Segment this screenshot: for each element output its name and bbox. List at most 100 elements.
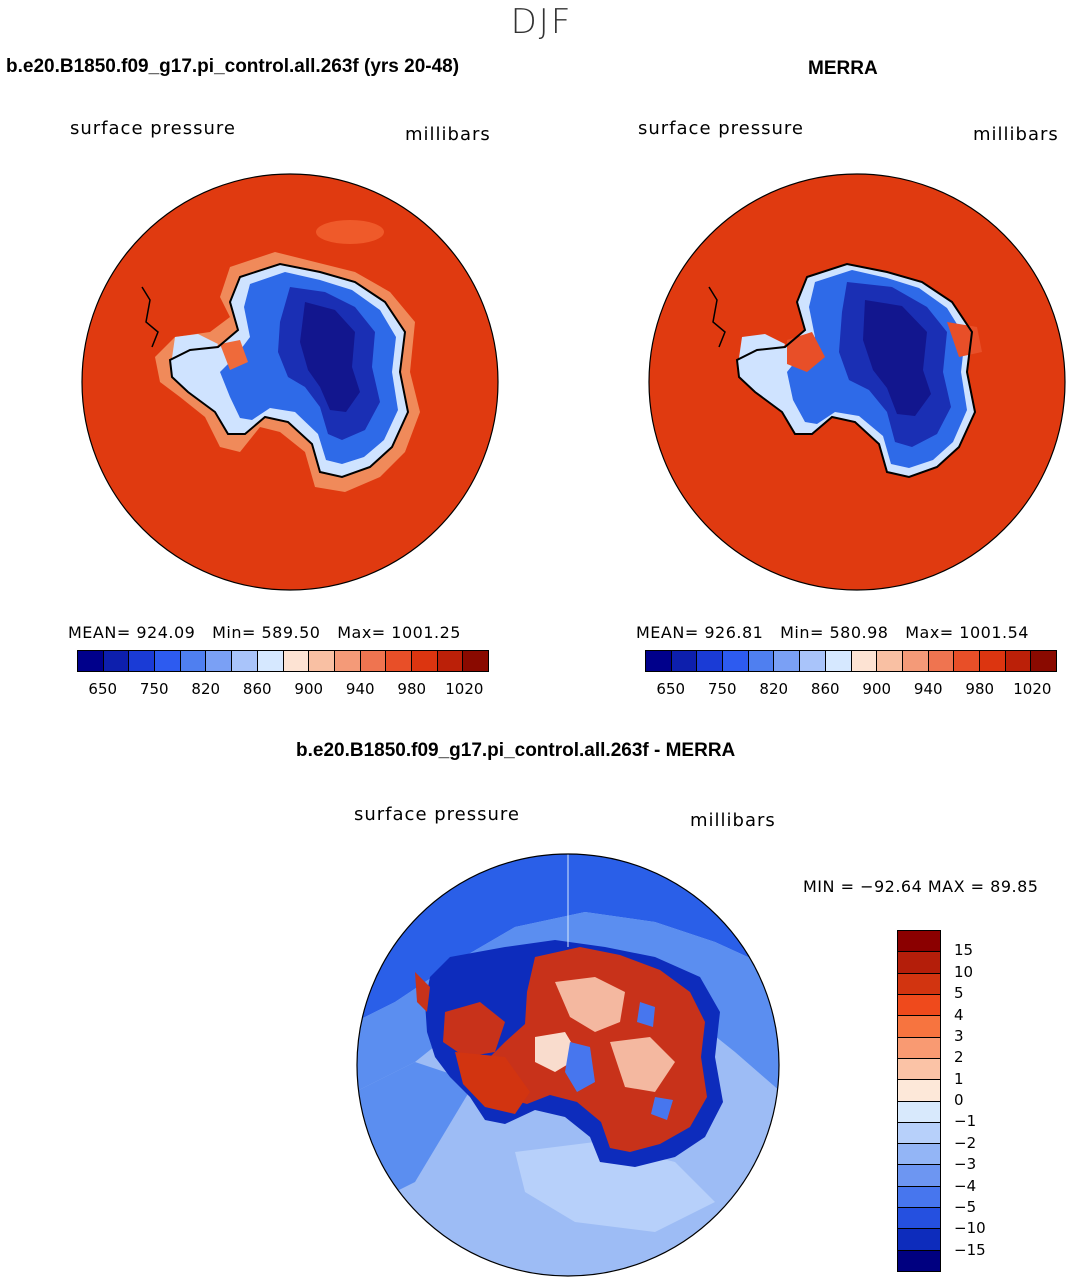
colorbar-tick-label: 900: [294, 680, 324, 698]
colorbar-cell: [898, 1016, 940, 1038]
colorbar-cell: [898, 1122, 940, 1145]
colorbar-tick-label: 750: [139, 680, 169, 698]
diff-negative-patch-1: [565, 1042, 595, 1092]
diff-plateau-light-2: [610, 1037, 675, 1092]
colorbar-cell: [898, 1229, 940, 1251]
colorbar-cell: [898, 1186, 940, 1209]
model-max-label: Max=: [337, 623, 386, 642]
colorbar-cell: [851, 651, 878, 671]
merra-min-value: 580.98: [829, 623, 889, 642]
colorbar-cell: [360, 651, 387, 671]
colorbar-cell: [437, 651, 464, 671]
colorbar-cell: [898, 1165, 940, 1187]
colorbar-tick-label: 4: [954, 1005, 964, 1024]
colorbar-tick-label: 860: [810, 680, 840, 698]
diff-colorbar: [897, 930, 941, 1272]
colorbar-cell: [1031, 651, 1056, 671]
colorbar-cell: [671, 651, 698, 671]
diff-minmax: MIN = −92.64 MAX = 89.85: [803, 877, 1039, 896]
colorbar-tick-label: 5: [954, 984, 964, 1003]
colorbar-tick-label: 940: [345, 680, 375, 698]
colorbar-tick-label: 980: [397, 680, 427, 698]
diff-ocean-south-patch: [515, 1142, 715, 1232]
colorbar-tick-label: 860: [242, 680, 272, 698]
colorbar-cell: [898, 1058, 940, 1081]
colorbar-cell: [257, 651, 284, 671]
colorbar-tick-label: 1020: [1013, 680, 1052, 698]
diff-variable-label: surface pressure: [354, 804, 520, 825]
colorbar-cell: [697, 651, 724, 671]
colorbar-tick-label: −15: [954, 1240, 986, 1259]
colorbar-cell: [825, 651, 852, 671]
diff-antarctica-high: [490, 947, 707, 1152]
colorbar-cell: [877, 651, 903, 671]
diff-ocean-mid-band: [357, 912, 779, 1092]
colorbar-cell: [309, 651, 335, 671]
merra-mean-label: MEAN=: [636, 623, 699, 642]
model-map-border: [81, 173, 499, 591]
model-coastline: [168, 262, 410, 479]
merra-peninsula-ridge: [787, 332, 825, 372]
merra-coastline: [735, 262, 977, 479]
colorbar-cell: [232, 651, 258, 671]
diff-negative-patch-2: [637, 1002, 655, 1027]
colorbar-cell: [774, 651, 801, 671]
model-units-label: millibars: [405, 124, 491, 145]
colorbar-tick-label: 10: [954, 962, 974, 981]
colorbar-tick-label: 1: [954, 1069, 964, 1088]
colorbar-cell: [898, 931, 940, 953]
colorbar-tick-label: −2: [954, 1133, 977, 1152]
colorbar-cell: [155, 651, 181, 671]
colorbar-tick-label: −1: [954, 1112, 977, 1131]
merra-colorbar: [645, 650, 1057, 672]
model-colorbar: [77, 650, 489, 672]
model-coastline-islands: [141, 286, 159, 348]
diff-negative-patch-3: [651, 1097, 673, 1120]
model-min-value: 589.50: [261, 623, 321, 642]
colorbar-cell: [898, 994, 940, 1017]
colorbar-cell: [902, 651, 929, 671]
colorbar-cell: [748, 651, 775, 671]
model-peninsula-ridge: [220, 340, 248, 370]
merra-units-label: millibars: [973, 124, 1059, 145]
colorbar-tick-label: 820: [759, 680, 789, 698]
colorbar-cell: [898, 1037, 940, 1059]
diff-ocean-north-band: [357, 854, 779, 1022]
colorbar-cell: [334, 651, 361, 671]
merra-panel-title: MERRA: [808, 58, 878, 79]
colorbar-cell: [283, 651, 310, 671]
model-low-anomaly: [316, 220, 384, 244]
colorbar-cell: [898, 1208, 940, 1230]
merra-stats: MEAN= 926.81 Min= 580.98 Max= 1001.54: [636, 623, 1029, 642]
colorbar-cell: [898, 1101, 940, 1123]
model-min-label: Min=: [212, 623, 256, 642]
colorbar-tick-label: −4: [954, 1176, 977, 1195]
colorbar-cell: [463, 651, 488, 671]
colorbar-tick-label: 15: [954, 941, 974, 960]
colorbar-tick-label: −10: [954, 1219, 986, 1238]
colorbar-tick-label: 3: [954, 1026, 964, 1045]
merra-plateau-core: [863, 300, 931, 416]
colorbar-tick-label: 900: [862, 680, 892, 698]
model-stats: MEAN= 924.09 Min= 589.50 Max= 1001.25: [68, 623, 461, 642]
colorbar-tick-label: 980: [965, 680, 995, 698]
colorbar-cell: [646, 651, 672, 671]
diff-units-label: millibars: [690, 810, 776, 831]
colorbar-tick-label: 650: [88, 680, 118, 698]
colorbar-cell: [898, 952, 940, 974]
colorbar-tick-label: −5: [954, 1197, 977, 1216]
colorbar-cell: [954, 651, 980, 671]
diff-panel-title: b.e20.B1850.f09_g17.pi_control.all.263f …: [296, 740, 736, 761]
colorbar-cell: [78, 651, 104, 671]
colorbar-tick-label: 650: [656, 680, 686, 698]
colorbar-cell: [129, 651, 156, 671]
colorbar-cell: [898, 1144, 940, 1166]
model-variable-label: surface pressure: [70, 118, 236, 139]
colorbar-cell: [386, 651, 412, 671]
colorbar-cell: [898, 1250, 940, 1271]
colorbar-cell: [103, 651, 130, 671]
model-mean-label: MEAN=: [68, 623, 131, 642]
colorbar-tick-label: 940: [913, 680, 943, 698]
merra-max-value: 1001.54: [959, 623, 1029, 642]
colorbar-cell: [1005, 651, 1032, 671]
